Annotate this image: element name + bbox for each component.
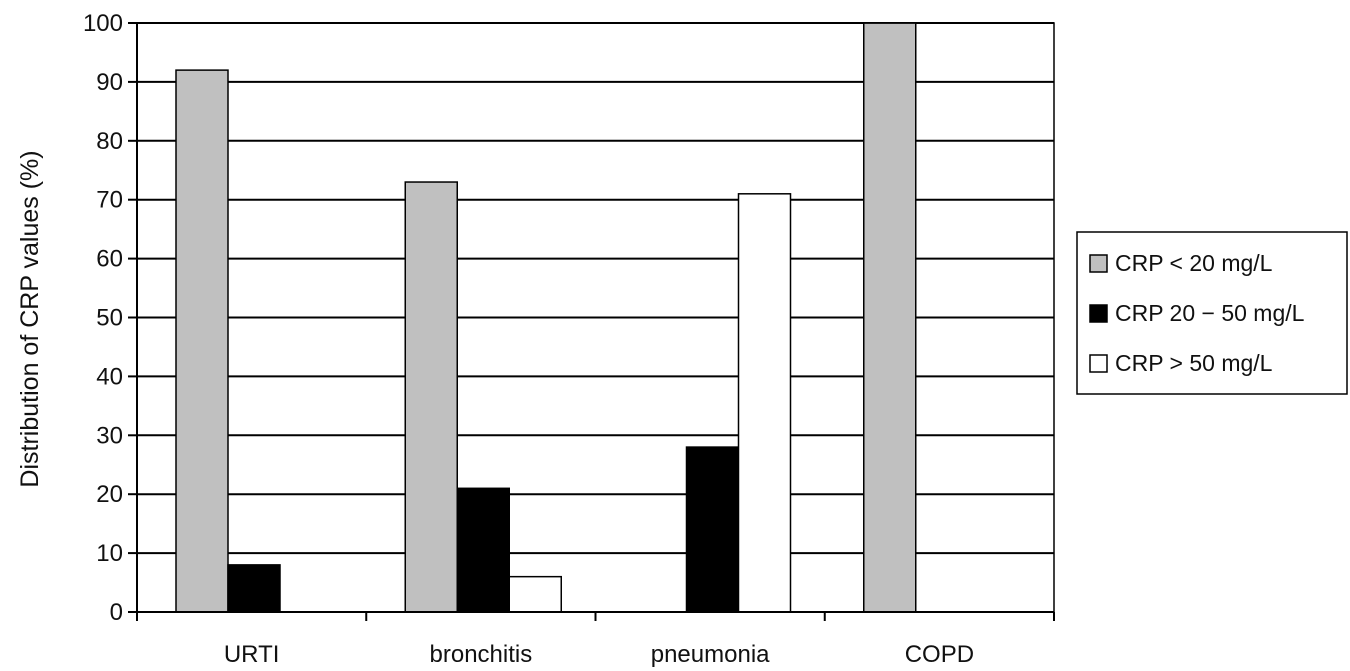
y-tick-label: 70 [96,187,123,214]
bar [175,69,229,613]
y-tick-label: 60 [96,246,123,273]
legend-label: CRP 20 − 50 mg/L [1115,300,1305,326]
bar [227,564,281,613]
y-tick-label: 40 [96,363,123,390]
legend-swatch [1089,354,1108,373]
legend: CRP < 20 mg/L CRP 20 − 50 mg/L CRP > 50 mg… [1076,231,1348,395]
bar [737,193,792,613]
y-tick-label: 90 [96,69,123,96]
legend-swatch [1089,254,1108,273]
y-tick-label: 100 [83,10,123,37]
legend-box [1076,231,1348,395]
y-tick-label: 20 [96,481,123,508]
bar [456,487,510,613]
y-tick-label: 80 [96,128,123,155]
legend-swatch [1089,304,1108,323]
axes: 0 10 20 30 40 50 60 70 80 90 100 URTI bronchitis pneu… [83,10,1055,668]
y-axis-title: Distribution of CRP values (%) [16,150,44,487]
y-tick-label: 0 [110,599,123,626]
y-tick-label: 50 [96,305,123,332]
y-tick-label: 30 [96,422,123,449]
x-tick-label: bronchitis [430,641,533,668]
x-tick-label: COPD [905,641,974,668]
y-tick-label: 10 [96,540,123,567]
bar [508,575,562,613]
bar [685,446,740,613]
bar [863,22,917,613]
x-tick-label: pneumonia [651,641,770,668]
legend-label: CRP > 50 mg/L [1115,350,1273,376]
bar [404,181,458,613]
legend-label: CRP < 20 mg/L [1115,250,1273,276]
x-tick-label: URTI [224,641,280,668]
